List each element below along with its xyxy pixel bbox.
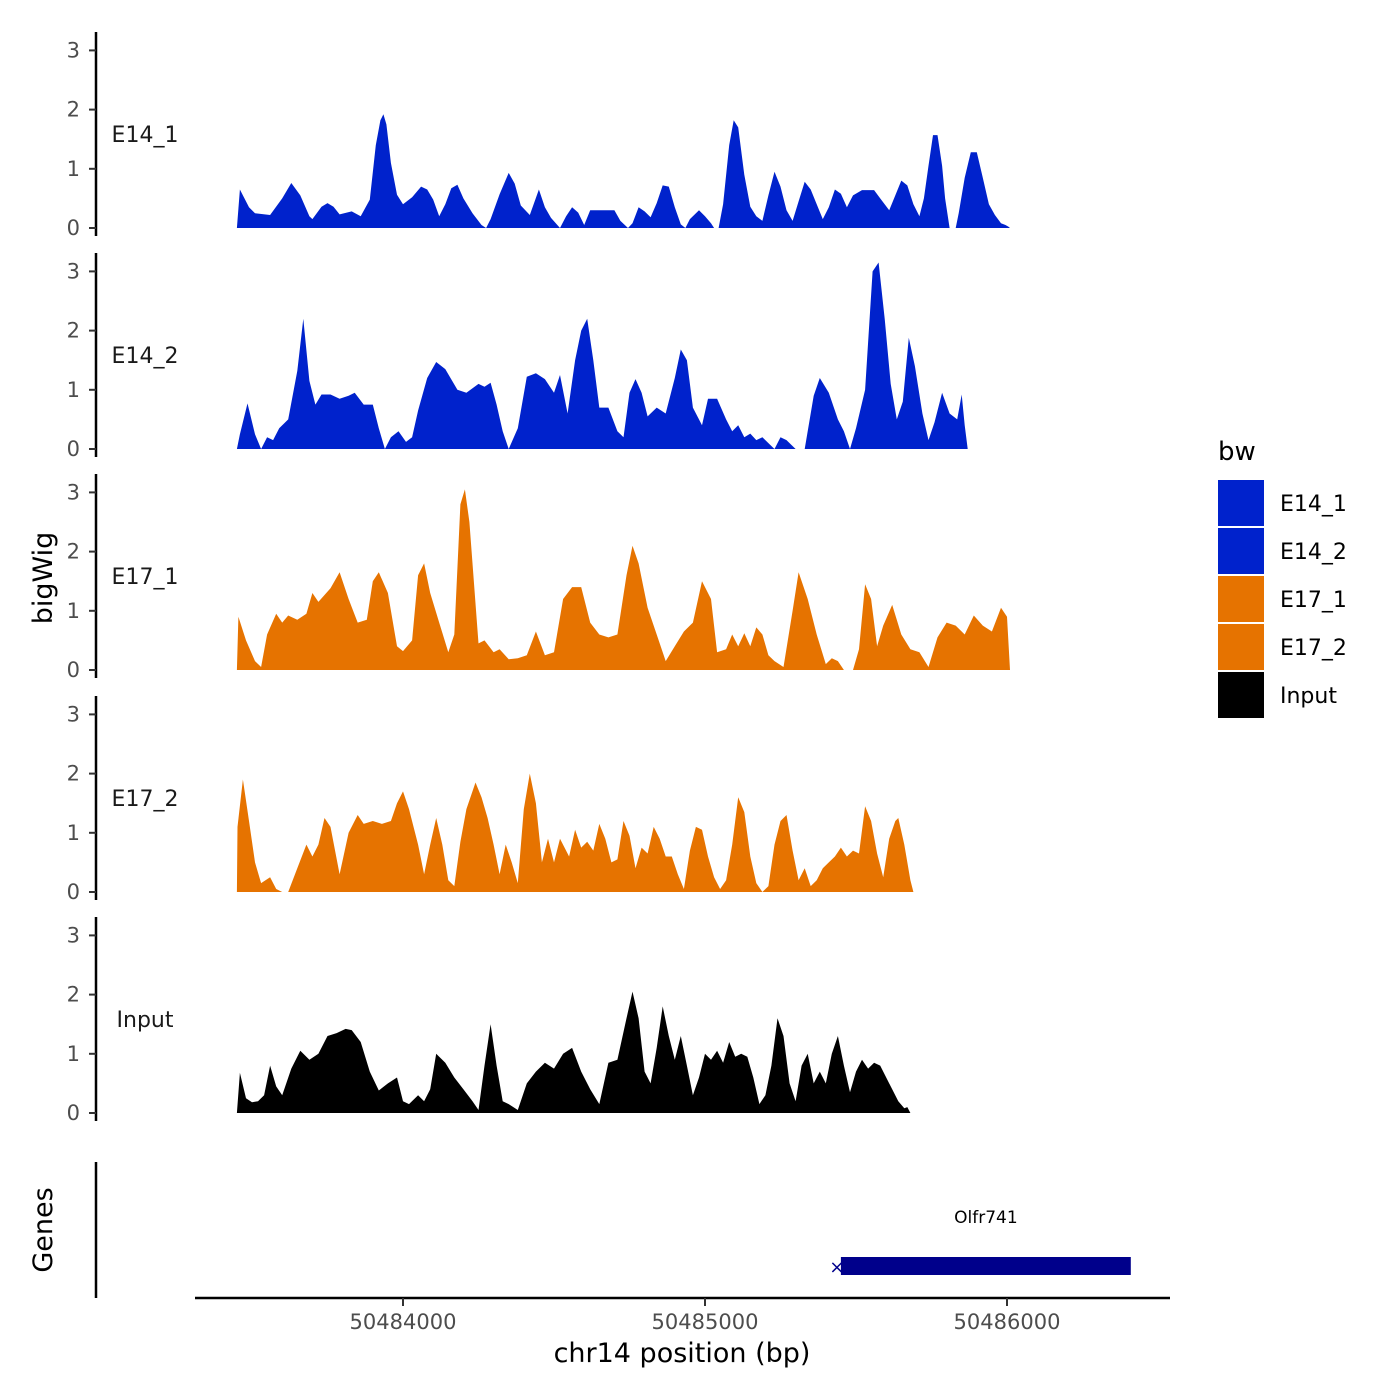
x-tick-label: 50486000 [954,1310,1061,1334]
y-tick-label: 0 [67,880,80,904]
y-tick-label: 2 [67,762,80,786]
legend-swatch-e17_2 [1218,624,1264,670]
y-tick-label: 0 [67,216,80,240]
legend-label-e14_2: E14_2 [1280,540,1347,565]
track-label-input: Input [117,1008,174,1033]
legend-label-e17_2: E17_2 [1280,636,1347,661]
track-label-e17_1: E17_1 [112,565,179,590]
track-label-e17_2: E17_2 [112,787,179,812]
track-panel-e14_2: 0 1 2 3 E14_2 [67,253,968,461]
y-tick-label: 1 [67,157,80,181]
legend-swatch-e17_1 [1218,576,1264,622]
track-panel-e14_1: 0 1 2 3 E14_1 [67,32,1010,240]
legend-swatch-input [1218,672,1264,718]
y-tick-label: 2 [67,98,80,122]
y-tick-label: 3 [67,259,80,283]
signal-area-e17_1 [236,489,1010,670]
y-tick-label: 1 [67,599,80,623]
track-panels: 0 1 2 3 E14_1 0 1 2 3 E14_2 0 1 2 3 E17_1 0 1 2 3 E17_2 0 1 2 3… [67,32,1010,1125]
x-axis: 50484000 50485000 50486000 [195,1296,1170,1334]
gene-track: × Olfr741 [94,1162,1131,1298]
y-tick-label: 0 [67,658,80,682]
y-tick-label: 3 [67,38,80,62]
y-tick-label: 2 [67,319,80,343]
y-tick-label: 0 [67,1101,80,1125]
gene-label-olfr741: Olfr741 [954,1208,1018,1228]
legend-label-e17_1: E17_1 [1280,588,1347,613]
y-tick-label: 1 [67,378,80,402]
track-label-e14_1: E14_1 [112,123,179,148]
x-tick-label: 50485000 [652,1310,759,1334]
gene-body-olfr741 [840,1257,1131,1275]
y-tick-label: 0 [67,437,80,461]
x-tick-label: 50484000 [350,1310,457,1334]
signal-area-input [236,991,911,1113]
track-panel-input: 0 1 2 3 Input [67,917,911,1125]
signal-area-e17_2 [236,773,914,892]
track-panel-e17_2: 0 1 2 3 E17_2 [67,696,914,904]
y-tick-label: 1 [67,821,80,845]
legend-title: bw [1218,437,1256,467]
x-axis-title: chr14 position (bp) [554,1338,811,1369]
y-tick-label: 2 [67,983,80,1007]
gene-strand-marker: × [829,1257,844,1278]
legend-label-e14_1: E14_1 [1280,492,1347,517]
legend-swatch-e14_2 [1218,528,1264,574]
signal-area-e14_2 [236,262,968,449]
track-label-e14_2: E14_2 [112,344,179,369]
legend: bw E14_1 E14_2 E17_1 E17_2 Input [1218,437,1347,718]
genes-axis-title: Genes [28,1187,59,1272]
y-tick-label: 1 [67,1042,80,1066]
legend-label-input: Input [1280,684,1337,709]
y-tick-label: 3 [67,702,80,726]
y-tick-label: 3 [67,480,80,504]
y-tick-label: 3 [67,923,80,947]
track-panel-e17_1: 0 1 2 3 E17_1 [67,474,1010,682]
legend-swatch-e14_1 [1218,480,1264,526]
y-tick-label: 2 [67,540,80,564]
signal-area-e14_1 [236,114,1010,228]
y-axis-title: bigWig [28,532,59,625]
